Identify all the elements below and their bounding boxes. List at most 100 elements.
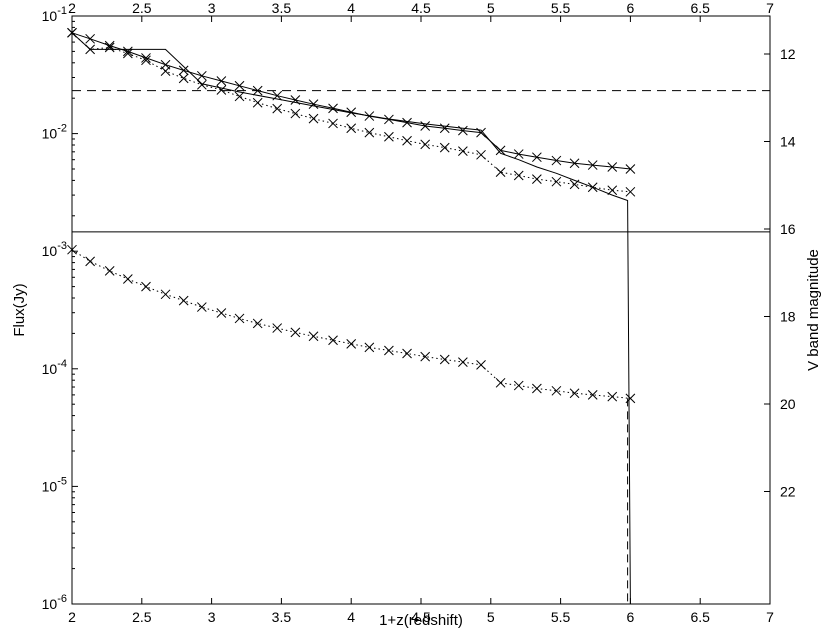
x-marker [495, 145, 506, 156]
x-marker [513, 170, 524, 181]
x-marker [458, 357, 468, 367]
x-marker-stroke [141, 55, 151, 66]
x-marker-stroke [178, 295, 189, 306]
x-marker-stroke [513, 380, 524, 391]
y-tick-label: 10-3 [42, 240, 67, 259]
x-marker-stroke [476, 127, 486, 138]
x-marker [196, 302, 207, 312]
x-marker-stroke [141, 281, 151, 292]
x-marker [476, 149, 486, 160]
x-marker-stroke [272, 103, 283, 114]
x-marker-stroke [308, 331, 319, 342]
y2-axis-label: V band magnitude [805, 249, 822, 371]
x-top-tick-label: 4 [347, 0, 355, 16]
x-marker-stroke [308, 99, 319, 110]
x-top-tick-label: 5.5 [551, 0, 571, 16]
y2-tick-label: 14 [780, 134, 796, 150]
x-marker [513, 380, 524, 391]
x-marker-stroke [234, 80, 245, 91]
x-marker-stroke [252, 85, 263, 96]
x-marker [364, 342, 375, 353]
x-marker-stroke [346, 107, 357, 118]
x-marker [216, 308, 227, 318]
x-marker [384, 345, 394, 356]
x-marker-stroke [104, 40, 115, 51]
y2-tick-label: 18 [780, 309, 796, 325]
x-marker-stroke [625, 186, 636, 197]
x-marker-stroke [196, 79, 207, 90]
x-marker-stroke [178, 65, 189, 76]
x-marker [85, 256, 96, 267]
x-marker [607, 391, 618, 402]
x-marker-stroke [252, 97, 263, 108]
x-marker-stroke [104, 42, 115, 53]
y-tick-label: 10-5 [42, 475, 67, 494]
x-marker-stroke [513, 170, 524, 181]
x-marker [290, 108, 301, 119]
x-marker [234, 80, 245, 91]
x-tick-label: 2.5 [132, 609, 152, 625]
plot-frame [71, 15, 771, 605]
x-axis-label: 1+z(redshift) [379, 612, 463, 629]
x-top-tick-label: 2 [68, 0, 76, 16]
x-marker-stroke [495, 377, 506, 388]
x-marker [346, 107, 357, 118]
x-marker-stroke [290, 108, 301, 119]
x-marker [513, 149, 524, 159]
x-marker [551, 385, 562, 396]
x-marker [439, 354, 450, 365]
x-marker-stroke [551, 176, 562, 187]
x-marker-stroke [160, 66, 171, 76]
x-marker-stroke [569, 388, 580, 399]
x-marker [402, 135, 412, 146]
x-marker-stroke [122, 48, 133, 59]
x-marker-stroke [122, 274, 133, 284]
x-marker-stroke [85, 33, 96, 44]
series-line [71, 32, 631, 605]
y2-tick-label: 22 [780, 484, 796, 500]
x-marker [420, 351, 431, 362]
x-marker-stroke [85, 44, 96, 55]
x-marker-stroke [402, 135, 412, 146]
x-marker [532, 174, 542, 184]
x-marker-stroke [607, 185, 618, 196]
x-marker-stroke [607, 391, 618, 402]
x-marker-stroke [85, 256, 96, 267]
x-marker [85, 44, 96, 55]
x-marker [178, 73, 189, 84]
x-marker-stroke [178, 73, 189, 84]
x-tick-label: 3 [208, 609, 216, 625]
x-marker-stroke [346, 123, 357, 134]
x-marker [308, 99, 319, 110]
x-tick-label: 5 [487, 609, 495, 625]
x-marker-stroke [458, 125, 468, 136]
x-marker [607, 185, 618, 196]
x-marker [384, 131, 394, 142]
x-top-tick-label: 3.5 [272, 0, 292, 16]
x-marker [141, 281, 151, 292]
x-marker [272, 103, 283, 114]
x-marker [439, 142, 450, 153]
x-marker [272, 323, 283, 333]
x-marker-stroke [290, 327, 301, 338]
x-marker [625, 164, 636, 174]
x-marker [234, 91, 245, 102]
x-marker-stroke [141, 53, 151, 63]
x-marker [122, 48, 133, 59]
x-marker [85, 33, 96, 44]
series-line [71, 249, 631, 399]
x-marker-stroke [216, 85, 227, 95]
x-marker [607, 162, 618, 172]
x-marker-stroke [439, 142, 450, 153]
x-marker-stroke [122, 46, 133, 57]
x-marker [495, 377, 506, 388]
y-axis-label: Flux(Jy) [11, 283, 28, 336]
x-marker [252, 318, 263, 329]
x-marker-stroke [308, 113, 319, 124]
y-tick-label: 10-6 [42, 593, 67, 612]
x-marker [234, 313, 245, 324]
x-marker-stroke [495, 145, 506, 156]
x-tick-label: 4.5 [411, 609, 431, 625]
x-marker [216, 85, 227, 95]
x-marker [346, 338, 357, 349]
